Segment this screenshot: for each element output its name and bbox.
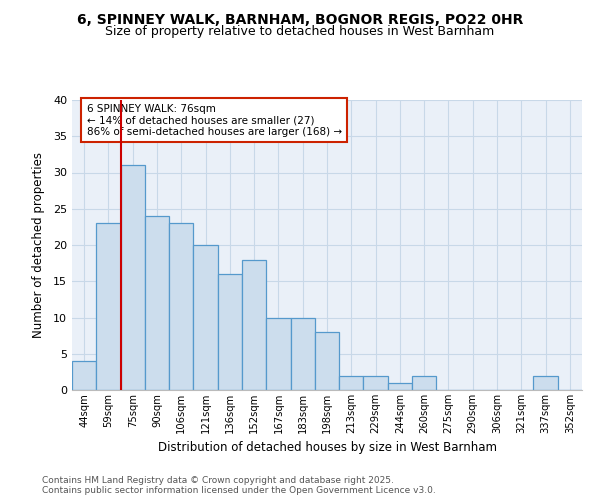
Y-axis label: Number of detached properties: Number of detached properties <box>32 152 44 338</box>
Bar <box>121 165 145 390</box>
Bar <box>388 383 412 390</box>
Text: 6 SPINNEY WALK: 76sqm
← 14% of detached houses are smaller (27)
86% of semi-deta: 6 SPINNEY WALK: 76sqm ← 14% of detached … <box>86 104 341 137</box>
Bar <box>72 361 96 390</box>
Bar <box>339 376 364 390</box>
Bar <box>145 216 169 390</box>
Bar <box>96 223 121 390</box>
Bar <box>169 223 193 390</box>
Bar <box>364 376 388 390</box>
Bar <box>193 245 218 390</box>
Text: 6, SPINNEY WALK, BARNHAM, BOGNOR REGIS, PO22 0HR: 6, SPINNEY WALK, BARNHAM, BOGNOR REGIS, … <box>77 12 523 26</box>
Bar <box>533 376 558 390</box>
Bar <box>315 332 339 390</box>
Bar <box>290 318 315 390</box>
Bar <box>266 318 290 390</box>
X-axis label: Distribution of detached houses by size in West Barnham: Distribution of detached houses by size … <box>157 442 497 454</box>
Bar <box>218 274 242 390</box>
Text: Size of property relative to detached houses in West Barnham: Size of property relative to detached ho… <box>106 25 494 38</box>
Text: Contains HM Land Registry data © Crown copyright and database right 2025.
Contai: Contains HM Land Registry data © Crown c… <box>42 476 436 495</box>
Bar <box>412 376 436 390</box>
Bar <box>242 260 266 390</box>
